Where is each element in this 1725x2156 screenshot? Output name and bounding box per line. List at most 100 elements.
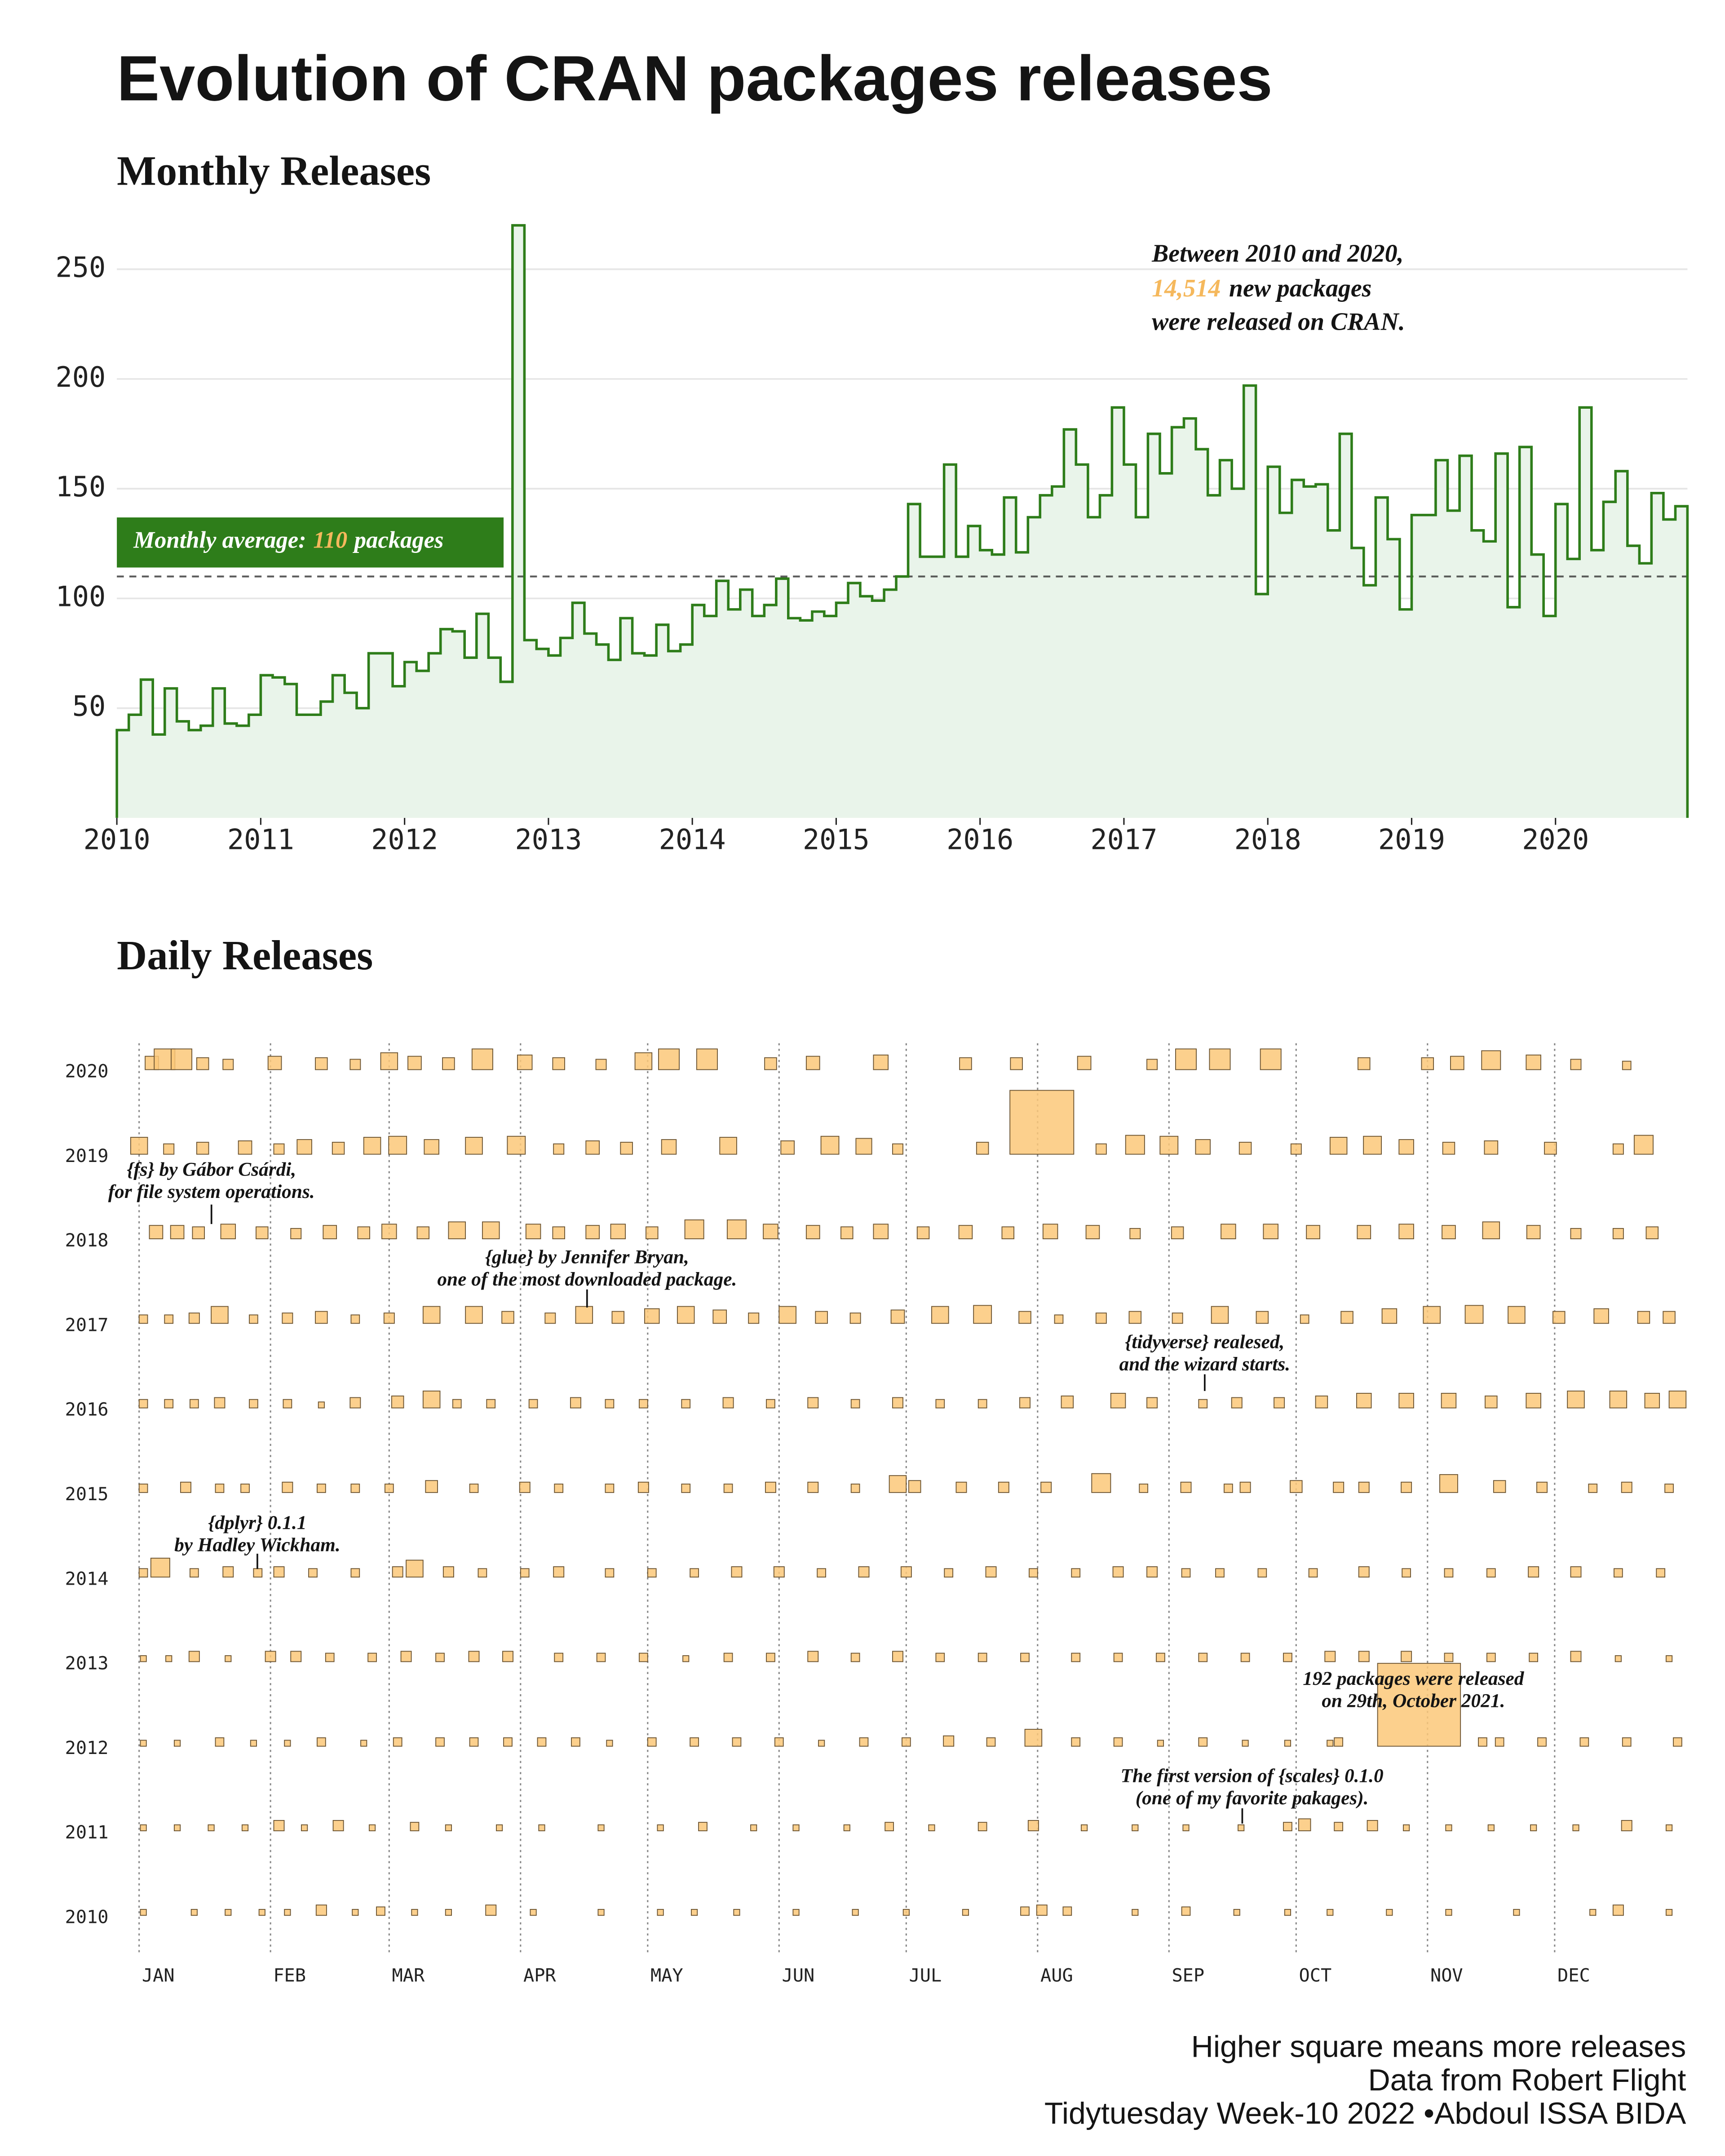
page-title: Evolution of CRAN packages releases: [117, 43, 1273, 114]
day-square: [391, 1395, 404, 1409]
day-square: [1358, 1481, 1370, 1493]
day-square: [916, 1226, 930, 1239]
day-square: [1329, 1137, 1348, 1155]
day-square: [1290, 1143, 1302, 1155]
day-square: [1656, 1568, 1666, 1578]
day-square: [318, 1401, 325, 1409]
day-square: [273, 1143, 285, 1155]
day-square: [367, 1652, 377, 1662]
day-square: [215, 1737, 225, 1747]
day-square: [597, 1909, 605, 1916]
annotation: {glue} by Jennifer Bryan,: [485, 1246, 689, 1268]
day-square: [712, 1309, 727, 1324]
day-square: [696, 1048, 718, 1070]
day-square: [267, 1056, 282, 1070]
day-square: [503, 1737, 513, 1747]
day-square: [1001, 1226, 1015, 1239]
day-square: [1198, 1737, 1208, 1747]
day-square: [889, 1475, 907, 1493]
day-square: [215, 1484, 225, 1493]
day-square: [792, 1824, 800, 1831]
day-square: [265, 1651, 276, 1662]
day-square: [855, 1138, 872, 1155]
day-square: [780, 1140, 795, 1155]
day-square: [323, 1225, 337, 1239]
day-square: [892, 1397, 903, 1409]
day-square: [657, 1824, 664, 1831]
day-square: [955, 1481, 967, 1493]
annotation-highlight: 14,514: [1152, 274, 1221, 302]
day-square: [422, 1306, 441, 1324]
day-square: [850, 1652, 860, 1662]
day-square: [1027, 1820, 1039, 1831]
day-square: [1020, 1906, 1030, 1916]
day-square: [1464, 1305, 1484, 1324]
day-square: [1257, 1568, 1267, 1578]
day-square: [332, 1820, 344, 1831]
x-tick-label: 2017: [1090, 824, 1157, 856]
day-square: [1113, 1652, 1123, 1662]
day-square: [1644, 1393, 1660, 1409]
y-tick-label: 2019: [65, 1146, 109, 1166]
day-square: [1484, 1140, 1499, 1155]
day-square: [1020, 1652, 1030, 1662]
day-square: [317, 1484, 326, 1493]
day-square: [308, 1568, 318, 1578]
day-square: [1530, 1824, 1537, 1831]
y-tick-label: 2014: [65, 1568, 109, 1589]
day-square: [1132, 1909, 1139, 1916]
day-square: [284, 1909, 291, 1916]
day-square: [1195, 1139, 1211, 1155]
day-square: [681, 1484, 691, 1493]
day-square: [554, 1484, 564, 1493]
day-square: [273, 1820, 285, 1831]
day-square: [1334, 1822, 1344, 1831]
day-square: [1401, 1651, 1412, 1662]
day-square: [1238, 1824, 1245, 1831]
day-square: [1024, 1729, 1043, 1747]
day-square: [225, 1909, 232, 1916]
day-square: [528, 1399, 538, 1409]
day-square: [469, 1484, 479, 1493]
day-square: [190, 1909, 198, 1916]
day-square: [1175, 1048, 1197, 1070]
day-square: [1010, 1057, 1023, 1070]
day-square: [349, 1059, 361, 1070]
day-square: [1085, 1225, 1100, 1239]
annotation: The first version of {scales} 0.1.0: [1121, 1765, 1384, 1787]
day-square: [765, 1481, 776, 1493]
day-square: [1091, 1473, 1111, 1493]
day-square: [690, 1737, 699, 1747]
day-square: [684, 1219, 704, 1239]
day-square: [644, 1308, 660, 1324]
day-square: [1180, 1481, 1192, 1493]
day-square: [1239, 1481, 1251, 1493]
day-square: [691, 1909, 698, 1916]
day-square: [1614, 1655, 1622, 1662]
day-square: [677, 1306, 695, 1324]
day-square: [805, 1056, 820, 1070]
day-square: [597, 1824, 605, 1831]
day-square: [1071, 1737, 1081, 1747]
day-square: [1665, 1824, 1673, 1831]
day-square: [250, 1740, 257, 1747]
day-square: [1172, 1312, 1183, 1324]
day-square: [1579, 1737, 1589, 1747]
day-square: [1570, 1228, 1582, 1239]
day-square: [1367, 1820, 1378, 1831]
day-square: [253, 1568, 263, 1578]
day-square: [189, 1568, 199, 1578]
day-square: [1113, 1737, 1123, 1747]
day-square: [1224, 1484, 1233, 1493]
day-square: [140, 1740, 147, 1747]
day-square: [1401, 1481, 1412, 1493]
day-square: [130, 1137, 148, 1155]
day-square: [1146, 1566, 1158, 1578]
average-value: 110: [313, 527, 347, 553]
day-square: [575, 1306, 593, 1324]
day-square: [1110, 1393, 1126, 1409]
area: [117, 225, 1688, 818]
day-square: [381, 1224, 397, 1239]
annotation: and the wizard starts.: [1119, 1353, 1291, 1375]
day-square: [360, 1740, 367, 1747]
